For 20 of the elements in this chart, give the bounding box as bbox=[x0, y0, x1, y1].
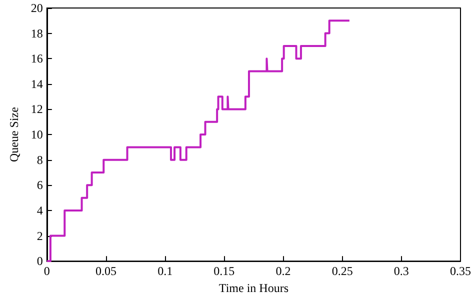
y-tick-label: 6 bbox=[36, 178, 43, 192]
y-axis-title: Queue Size bbox=[7, 107, 21, 162]
x-tick-label: 0.05 bbox=[95, 264, 116, 278]
y-tick-label: 12 bbox=[30, 102, 43, 116]
x-axis-title: Time in Hours bbox=[218, 281, 289, 295]
x-tick-label: 0.15 bbox=[214, 264, 235, 278]
y-tick-label: 18 bbox=[30, 26, 43, 40]
y-tick-label: 2 bbox=[36, 228, 43, 243]
x-tick-label: 0.35 bbox=[450, 264, 471, 278]
y-tick-label: 4 bbox=[36, 203, 43, 218]
x-tick-label: 0.1 bbox=[158, 264, 173, 278]
y-tick-label: 16 bbox=[30, 52, 43, 66]
y-tick-label: 14 bbox=[30, 76, 43, 91]
y-tick-label: 0 bbox=[36, 254, 43, 268]
y-tick-label: 10 bbox=[30, 128, 43, 142]
x-tick-label: 0.25 bbox=[332, 264, 353, 278]
x-tick-label: 0.2 bbox=[276, 264, 291, 278]
x-tick-label: 0.3 bbox=[394, 264, 409, 278]
y-tick-label: 8 bbox=[36, 152, 43, 167]
y-tick-label: 20 bbox=[30, 1, 43, 15]
